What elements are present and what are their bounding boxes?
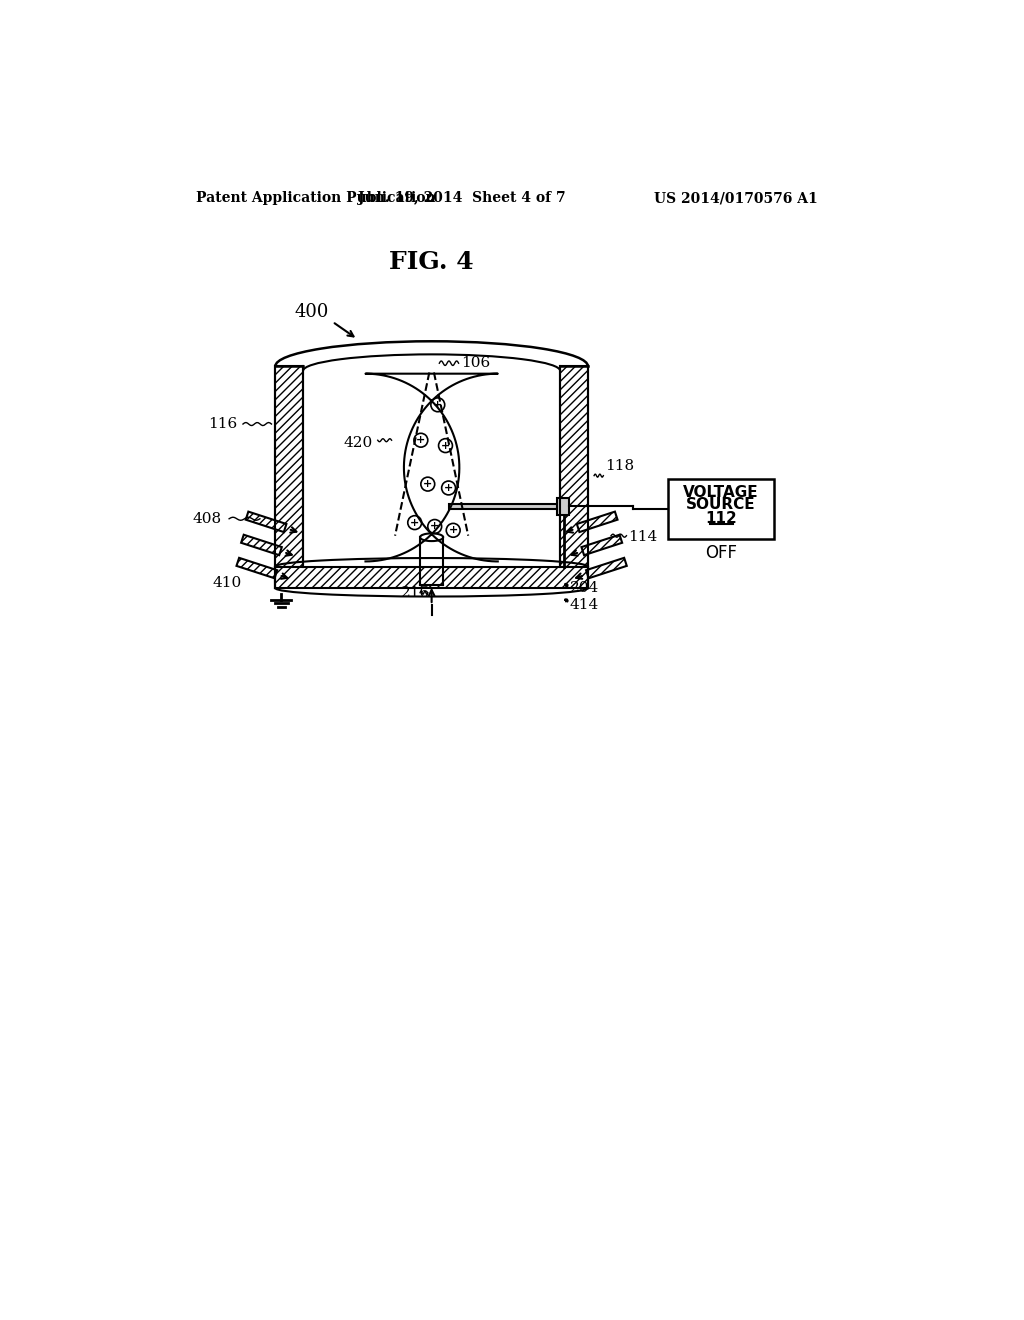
Text: +: + (444, 483, 454, 492)
Text: 112: 112 (706, 511, 737, 527)
Text: 216: 216 (400, 586, 430, 599)
Polygon shape (246, 512, 287, 532)
Text: Jun. 19, 2014  Sheet 4 of 7: Jun. 19, 2014 Sheet 4 of 7 (357, 191, 565, 206)
Bar (560, 366, 588, 566)
Text: 414: 414 (569, 598, 599, 612)
Text: +: + (430, 521, 439, 532)
Text: 420: 420 (343, 437, 373, 450)
Text: +: + (441, 441, 451, 450)
Bar (557, 498, 569, 515)
Text: US 2014/0170576 A1: US 2014/0170576 A1 (654, 191, 818, 206)
Bar (449, 504, 559, 510)
Text: OFF: OFF (706, 544, 737, 561)
Text: FIG. 4: FIG. 4 (388, 251, 473, 275)
Text: VOLTAGE: VOLTAGE (683, 484, 759, 500)
Text: +: + (416, 436, 426, 445)
Text: 204: 204 (569, 581, 599, 595)
Polygon shape (237, 558, 278, 578)
Polygon shape (577, 512, 617, 532)
Polygon shape (241, 535, 282, 556)
Bar (275, 566, 588, 589)
Text: 114: 114 (628, 531, 657, 544)
Text: SOURCE: SOURCE (686, 498, 756, 512)
Text: 116: 116 (208, 417, 238, 432)
Text: 400: 400 (294, 304, 329, 321)
Text: 408: 408 (193, 512, 221, 525)
Text: Patent Application Publication: Patent Application Publication (196, 191, 435, 206)
Bar (668, 479, 774, 539)
Text: +: + (423, 479, 432, 490)
Text: 118: 118 (605, 459, 634, 474)
Text: 106: 106 (461, 356, 490, 370)
Text: +: + (410, 517, 419, 528)
Polygon shape (586, 558, 627, 578)
Text: 410: 410 (213, 577, 243, 590)
Polygon shape (582, 535, 623, 556)
Bar (275, 366, 303, 566)
Text: +: + (449, 525, 458, 536)
Text: +: + (433, 400, 442, 409)
